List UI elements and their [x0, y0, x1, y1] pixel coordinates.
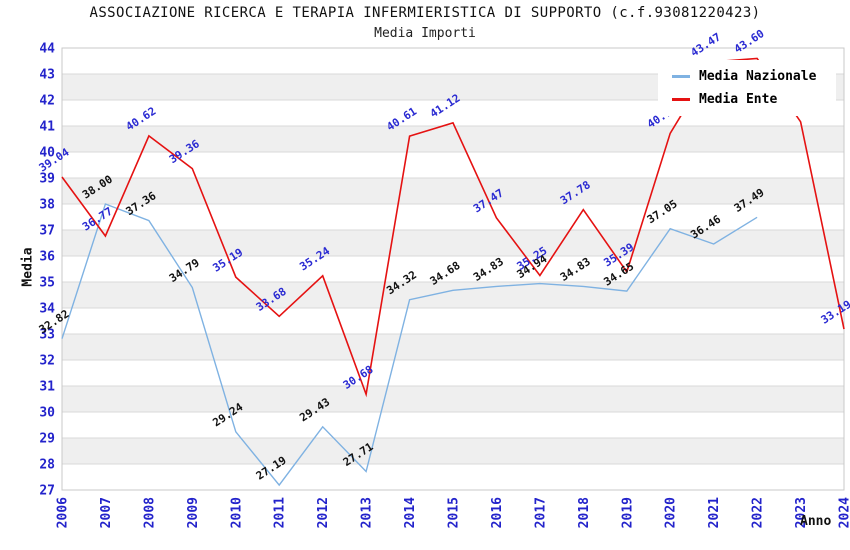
svg-text:2013: 2013	[360, 497, 375, 528]
svg-text:43: 43	[39, 68, 55, 83]
svg-text:2023: 2023	[794, 497, 809, 528]
svg-text:42: 42	[39, 94, 55, 109]
svg-text:29: 29	[39, 432, 55, 447]
svg-text:34: 34	[39, 302, 55, 317]
svg-text:41: 41	[39, 120, 55, 135]
svg-text:2006: 2006	[56, 497, 71, 528]
svg-text:2024: 2024	[838, 497, 850, 528]
svg-text:2021: 2021	[707, 497, 722, 528]
legend-label: Media Ente	[699, 92, 778, 107]
svg-text:35: 35	[39, 276, 55, 291]
chart-title: ASSOCIAZIONE RICERCA E TERAPIA INFERMIER…	[89, 5, 761, 21]
svg-text:2019: 2019	[620, 497, 635, 528]
legend-item-media-nazionale: Media Nazionale	[672, 69, 828, 84]
y-axis-title: Media	[20, 247, 36, 287]
svg-text:2015: 2015	[447, 497, 462, 528]
svg-text:37: 37	[39, 224, 55, 239]
svg-text:39: 39	[39, 172, 55, 187]
svg-text:2018: 2018	[577, 497, 592, 528]
svg-text:28: 28	[39, 458, 55, 473]
svg-text:2022: 2022	[751, 497, 766, 528]
svg-text:2010: 2010	[229, 497, 244, 528]
svg-text:2011: 2011	[273, 497, 288, 528]
chart-subtitle: Media Importi	[374, 26, 476, 41]
x-axis-title: Anno	[800, 514, 832, 529]
svg-text:2020: 2020	[664, 497, 679, 528]
svg-text:44: 44	[39, 42, 55, 57]
svg-text:2007: 2007	[99, 497, 114, 528]
svg-text:40: 40	[39, 146, 55, 161]
legend-item-media-ente: Media Ente	[672, 92, 828, 107]
svg-text:36: 36	[39, 250, 55, 265]
ente-line-swatch-icon	[672, 98, 690, 101]
svg-text:30: 30	[39, 406, 55, 421]
svg-text:2017: 2017	[533, 497, 548, 528]
svg-text:31: 31	[39, 380, 55, 395]
nazionale-line-swatch-icon	[672, 75, 690, 78]
svg-text:2014: 2014	[403, 497, 418, 528]
svg-text:38: 38	[39, 198, 55, 213]
svg-text:33: 33	[39, 328, 55, 343]
chart-legend: Media Nazionale Media Ente	[658, 60, 836, 116]
svg-text:2009: 2009	[186, 497, 201, 528]
svg-text:32: 32	[39, 354, 55, 369]
svg-text:2008: 2008	[142, 497, 157, 528]
legend-label: Media Nazionale	[699, 69, 817, 84]
svg-text:2016: 2016	[490, 497, 505, 528]
svg-text:2012: 2012	[316, 497, 331, 528]
svg-text:27: 27	[39, 484, 55, 499]
